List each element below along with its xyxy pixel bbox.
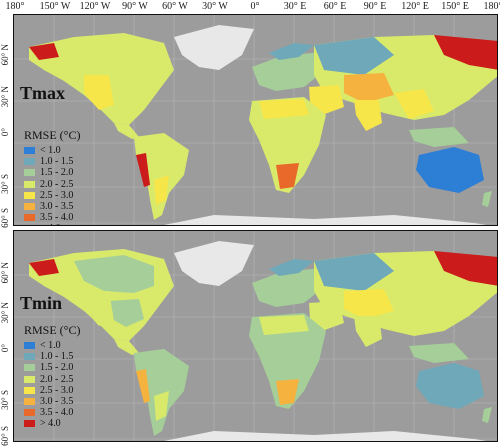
- legend-item: 2.0 - 2.5: [24, 374, 80, 385]
- new-zealand: [482, 407, 492, 423]
- longitude-tick-label: 90° E: [364, 2, 387, 12]
- usa-west: [84, 75, 114, 110]
- legend-label: 1.0 - 1.5: [40, 351, 73, 362]
- legend-swatch: [24, 203, 35, 210]
- longitude-tick-label: 60° W: [162, 2, 188, 12]
- latitude-tick-label: 30° N: [1, 86, 10, 107]
- legend-swatch: [24, 387, 35, 394]
- greenland-ice: [174, 25, 254, 70]
- legend-swatch: [24, 353, 35, 360]
- india: [354, 316, 382, 347]
- legend-item: 3.0 - 3.5: [24, 396, 80, 407]
- legend-item: 3.5 - 4.0: [24, 407, 80, 418]
- legend-label: 2.0 - 2.5: [40, 179, 73, 190]
- legend-swatch: [24, 398, 35, 405]
- indonesia: [409, 127, 469, 147]
- legend-label: 1.5 - 2.0: [40, 167, 73, 178]
- legend-item: > 4.0: [24, 418, 80, 429]
- legend-swatch: [24, 158, 35, 165]
- legend-title: RMSE (°C): [24, 128, 80, 143]
- latitude-tick-label: 0°: [1, 128, 10, 136]
- legend-label: 1.5 - 2.0: [40, 362, 73, 373]
- usa-west: [84, 291, 114, 326]
- tmax-panel-title: Tmax: [20, 83, 65, 104]
- central-america: [114, 339, 139, 355]
- legend-item: 3.0 - 3.5: [24, 201, 80, 212]
- legend-item: 2.5 - 3.0: [24, 190, 80, 201]
- longitude-tick-label: 0°: [251, 2, 260, 12]
- legend-item: 1.0 - 1.5: [24, 156, 80, 167]
- legend-swatch: [24, 342, 35, 349]
- legend-title: RMSE (°C): [24, 323, 80, 338]
- legend-swatch: [24, 169, 35, 176]
- india: [354, 100, 382, 131]
- greenland-ice: [174, 241, 254, 286]
- legend-swatch: [24, 376, 35, 383]
- legend-swatch: [24, 364, 35, 371]
- legend-label: 2.5 - 3.0: [40, 385, 73, 396]
- legend-swatch: [24, 214, 35, 221]
- longitude-tick-label: 150° W: [40, 2, 71, 12]
- tmin-panel-title: Tmin: [20, 293, 62, 314]
- longitude-tick-label: 180°: [6, 2, 25, 12]
- legend-label: 3.5 - 4.0: [40, 407, 73, 418]
- patagonia-region: [154, 391, 169, 421]
- legend-item: > 4.0: [24, 223, 80, 226]
- tmin-map: [14, 231, 498, 442]
- legend-swatch: [24, 420, 35, 427]
- latitude-tick-label: 0°: [1, 344, 10, 352]
- latitude-tick-label: 30° S: [1, 174, 10, 194]
- latitude-tick-label: 30° S: [1, 390, 10, 410]
- patagonia-region: [154, 175, 169, 205]
- legend-item: 1.0 - 1.5: [24, 351, 80, 362]
- latitude-tick-label: 60° N: [1, 262, 10, 283]
- indonesia: [409, 343, 469, 363]
- legend-swatch: [24, 147, 35, 154]
- legend-item: < 1.0: [24, 145, 80, 156]
- longitude-tick-label: 30° E: [284, 2, 307, 12]
- latitude-tick-label: 60° N: [1, 44, 10, 65]
- legend-label: > 4.0: [40, 223, 61, 226]
- legend-label: 1.0 - 1.5: [40, 156, 73, 167]
- antarctica-ice: [154, 215, 498, 226]
- legend-swatch: [24, 409, 35, 416]
- latitude-tick-label: 60° S: [1, 426, 10, 446]
- legend-item: 1.5 - 2.0: [24, 362, 80, 373]
- legend-label: 3.5 - 4.0: [40, 212, 73, 223]
- longitude-tick-label: 120° E: [401, 2, 429, 12]
- tmax-map: [14, 15, 498, 226]
- longitude-tick-label: 90° W: [122, 2, 148, 12]
- legend-item: 2.0 - 2.5: [24, 179, 80, 190]
- longitude-tick-label: 30° W: [202, 2, 228, 12]
- antarctica-ice: [154, 431, 498, 442]
- central-america: [114, 123, 139, 139]
- legend-label: 3.0 - 3.5: [40, 201, 73, 212]
- latitude-tick-label: 30° N: [1, 302, 10, 323]
- legend-label: < 1.0: [40, 145, 61, 156]
- legend-swatch: [24, 225, 35, 226]
- legend-swatch: [24, 181, 35, 188]
- longitude-tick-label: 180°: [484, 2, 500, 12]
- legend-item: 2.5 - 3.0: [24, 385, 80, 396]
- legend-label: 3.0 - 3.5: [40, 396, 73, 407]
- legend-label: < 1.0: [40, 340, 61, 351]
- legend-label: 2.5 - 3.0: [40, 190, 73, 201]
- legend-label: 2.0 - 2.5: [40, 374, 73, 385]
- longitude-tick-label: 150° E: [441, 2, 469, 12]
- legend-item: 3.5 - 4.0: [24, 212, 80, 223]
- legend-label: > 4.0: [40, 418, 61, 429]
- legend-item: 1.5 - 2.0: [24, 167, 80, 178]
- legend-swatch: [24, 192, 35, 199]
- legend-item: < 1.0: [24, 340, 80, 351]
- latitude-tick-label: 60° S: [1, 208, 10, 228]
- new-zealand: [482, 191, 492, 207]
- longitude-tick-label: 120° W: [80, 2, 111, 12]
- longitude-tick-label: 60° E: [324, 2, 347, 12]
